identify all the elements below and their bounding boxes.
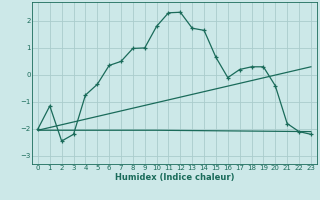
X-axis label: Humidex (Indice chaleur): Humidex (Indice chaleur) [115,173,234,182]
